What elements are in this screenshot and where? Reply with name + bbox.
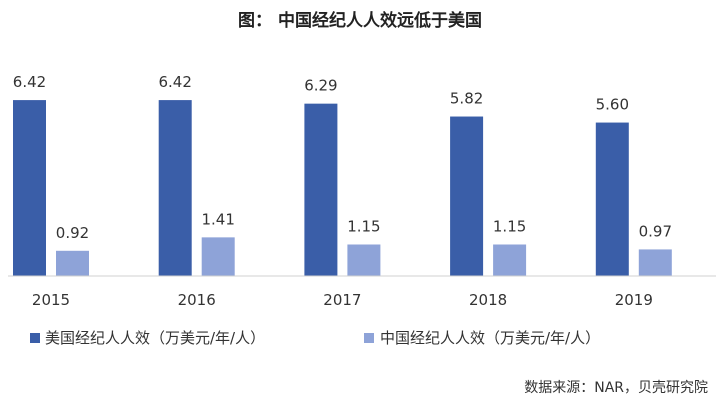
source-note: 数据来源：NAR，贝壳研究院 [524, 379, 708, 396]
data-label-series2-2018: 1.15 [493, 217, 526, 235]
bar-series2-2015 [56, 250, 89, 276]
legend-label-series1: 美国经纪人人效（万美元/年/人） [45, 329, 265, 347]
data-label-series1-2017: 6.29 [304, 77, 337, 95]
x-tick-label-2018: 2018 [469, 291, 507, 309]
legend-swatch-series1 [30, 333, 40, 343]
data-label-series2-2017: 1.15 [347, 217, 380, 235]
bar-series1-2019 [595, 122, 629, 276]
data-label-series2-2019: 0.97 [639, 222, 672, 240]
data-label-series1-2016: 6.42 [158, 73, 191, 91]
x-tick-label-2019: 2019 [615, 291, 653, 309]
legend-swatch-series2 [364, 333, 374, 343]
data-label-series1-2015: 6.42 [13, 73, 46, 91]
bar-series1-2016 [158, 100, 192, 276]
bar-series1-2015 [13, 100, 46, 276]
bar-series1-2017 [304, 103, 338, 277]
x-tick-label-2017: 2017 [323, 291, 361, 309]
bar-series2-2016 [201, 237, 235, 276]
data-label-series1-2018: 5.82 [450, 90, 483, 108]
x-tick-label-2015: 2015 [32, 291, 70, 309]
data-label-series1-2019: 5.60 [596, 96, 629, 114]
bar-series1-2018 [450, 116, 484, 276]
bar-series2-2018 [493, 244, 527, 276]
chart-title: 图： 中国经纪人人效远低于美国 [238, 10, 482, 31]
plot-area: 6.42 0.92 6.42 1.41 6.29 1.15 5.82 1.15 5.60 0.97 [13, 73, 672, 277]
data-label-series2-2016: 1.41 [201, 210, 234, 228]
x-axis-ticks: 2015 2016 2017 2018 2019 [32, 291, 653, 309]
legend-label-series2: 中国经纪人人效（万美元/年/人） [380, 329, 600, 347]
bar-series2-2017 [347, 244, 381, 276]
legend: 美国经纪人人效（万美元/年/人） 中国经纪人人效（万美元/年/人） [30, 329, 600, 347]
data-label-series2-2015: 0.92 [56, 224, 89, 242]
x-tick-label-2016: 2016 [178, 291, 216, 309]
bar-series2-2019 [638, 249, 672, 276]
